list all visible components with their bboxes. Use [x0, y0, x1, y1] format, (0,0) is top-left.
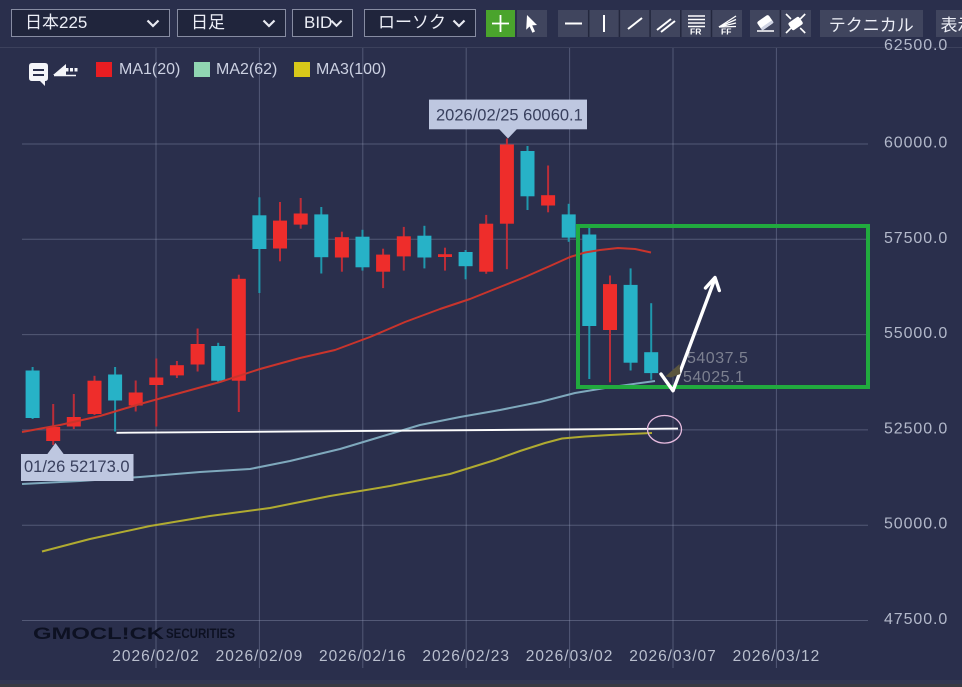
svg-text:62500.0: 62500.0	[884, 37, 948, 54]
svg-text:2026/02/23: 2026/02/23	[422, 648, 510, 665]
svg-text:2026/03/07: 2026/03/07	[629, 648, 717, 665]
svg-text:54025.1: 54025.1	[683, 369, 744, 386]
svg-text:FF: FF	[721, 27, 731, 37]
svg-text:01/26 52173.0: 01/26 52173.0	[24, 458, 130, 476]
svg-text:54037.5: 54037.5	[687, 350, 748, 367]
svg-text:55000.0: 55000.0	[884, 325, 948, 342]
svg-text:47500.0: 47500.0	[884, 611, 948, 628]
svg-text:52500.0: 52500.0	[884, 420, 948, 437]
svg-text:GMOCL!CK: GMOCL!CK	[33, 624, 165, 643]
svg-text:2026/02/16: 2026/02/16	[319, 648, 407, 665]
svg-text:50000.0: 50000.0	[884, 516, 948, 533]
svg-text:2026/02/09: 2026/02/09	[216, 648, 304, 665]
svg-text:2026/03/02: 2026/03/02	[526, 648, 614, 665]
svg-text:SECURITIES: SECURITIES	[166, 625, 235, 641]
svg-text:2026/02/02: 2026/02/02	[112, 648, 200, 665]
svg-text:57500.0: 57500.0	[884, 230, 948, 247]
svg-text:FR: FR	[690, 27, 701, 37]
svg-text:60000.0: 60000.0	[884, 135, 948, 152]
svg-text:2026/03/12: 2026/03/12	[733, 648, 821, 665]
svg-text:2026/02/25 60060.1: 2026/02/25 60060.1	[436, 107, 583, 125]
